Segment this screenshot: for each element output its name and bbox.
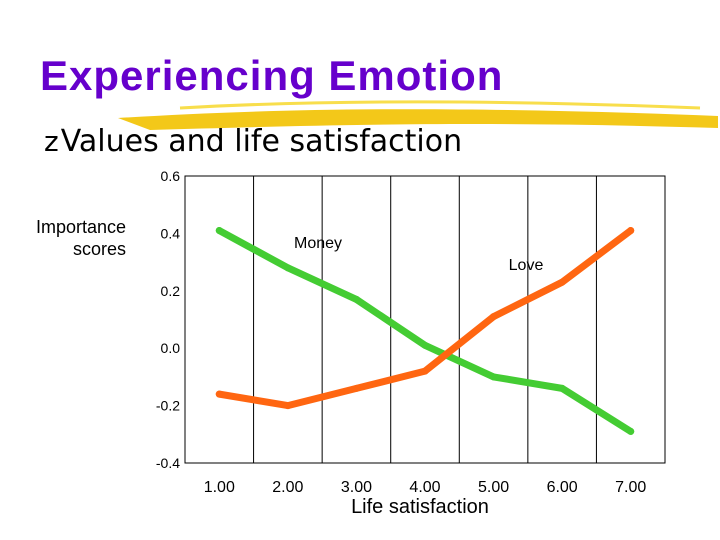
data-point-love [627,227,635,235]
bullet-text: Values and life satisfaction [60,124,463,159]
bullet-z-icon: z [44,125,59,158]
x-tick-label: 6.00 [547,479,578,496]
y-tick-label: 0.2 [161,283,181,299]
data-point-money [284,264,292,272]
series-label-love: Love [509,257,544,274]
y-tick-label: -0.2 [156,398,180,414]
data-point-love [284,402,292,410]
x-tick-label: 4.00 [409,479,440,496]
slide-title: Experiencing Emotion [40,52,504,99]
x-tick-label: 1.00 [204,479,235,496]
y-axis-label: Importance scores [35,217,126,259]
y-tick-label: -0.4 [156,455,180,471]
data-point-love [352,384,360,392]
x-tick-label: 7.00 [615,479,646,496]
data-point-love [421,367,429,375]
y-tick-label: 0.6 [161,168,181,184]
series-lines [215,227,635,435]
data-point-money [421,341,429,349]
plot-frame [184,175,666,464]
data-point-money [215,227,223,235]
data-point-money [490,373,498,381]
data-point-money [352,295,360,303]
bullet-item: zValues and life satisfaction [44,124,462,159]
x-tick-label: 3.00 [341,479,372,496]
x-tick-label: 5.00 [478,479,509,496]
x-tick-label: 2.00 [272,479,303,496]
data-point-money [627,427,635,435]
data-point-love [558,278,566,286]
title-underline [118,100,718,130]
vertical-gridlines [184,175,666,464]
series-labels: Money Love [294,235,543,274]
y-tick-label: 0.0 [161,340,181,356]
data-point-love [215,390,223,398]
x-axis-label: Life satisfaction [351,496,489,518]
y-tick-label: 0.4 [161,225,181,241]
tick-labels: 0.6 0.4 0.2 0.0 -0.2 -0.4 1.00 2.00 3.00 4.00 5.00… [156,168,647,496]
series-label-money: Money [294,235,342,252]
data-point-love [490,313,498,321]
data-point-money [558,384,566,392]
series-line-love [215,227,635,410]
